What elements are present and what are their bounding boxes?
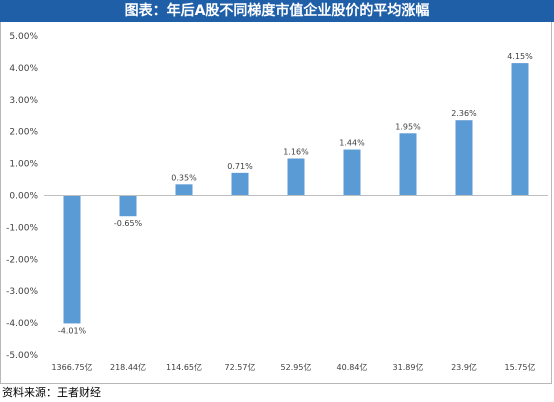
y-tick-label: -2.00%: [6, 255, 38, 265]
y-axis-labels: 5.00% 4.00% 3.00% 2.00% 1.00% 0.00% -1.00% -2.0…: [6, 32, 38, 361]
x-axis-labels: 1366.75亿 218.44亿 114.65亿 72.57亿 52.95亿 40.84亿…: [51, 362, 535, 372]
bar: [343, 149, 361, 196]
bar: [399, 133, 417, 196]
y-tick-label: 0.00%: [9, 192, 38, 202]
data-label: 0.35%: [171, 173, 197, 182]
data-label: 4.15%: [507, 52, 533, 61]
x-tick-label: 114.65亿: [166, 362, 202, 372]
bars: [63, 63, 529, 324]
x-tick-label: 1366.75亿: [51, 362, 92, 372]
bar: [287, 158, 305, 196]
x-tick-label: 72.57亿: [225, 362, 256, 372]
bar: [455, 120, 473, 196]
x-tick-label: 23.9亿: [451, 362, 477, 372]
source-note: 资料来源：王者财经: [2, 386, 101, 399]
y-tick-label: 2.00%: [9, 128, 38, 138]
bar: [231, 172, 249, 196]
y-tick-label: 1.00%: [9, 160, 38, 170]
bar-chart: 5.00% 4.00% 3.00% 2.00% 1.00% 0.00% -1.00% -2.0…: [6, 32, 548, 372]
data-label: 1.95%: [395, 122, 421, 131]
bar: [175, 184, 193, 196]
data-label: 1.44%: [339, 139, 365, 148]
value-labels: -4.01% -0.65% 0.35% 0.71% 1.16% 1.44% 1.95% 2.3…: [58, 52, 533, 335]
chart-frame: [0, 22, 552, 384]
bar: [119, 195, 137, 217]
data-label: 2.36%: [451, 109, 477, 118]
x-tick-label: 40.84亿: [337, 362, 368, 372]
y-tick-label: -1.00%: [6, 223, 38, 233]
y-tick-label: 4.00%: [9, 64, 38, 74]
y-tick-label: -3.00%: [6, 287, 38, 297]
data-label: 0.71%: [227, 162, 253, 171]
x-tick-label: 218.44亿: [110, 362, 146, 372]
x-tick-label: 52.95亿: [281, 362, 312, 372]
data-label: -0.65%: [114, 219, 143, 228]
bar: [511, 63, 529, 196]
x-tick-label: 31.89亿: [393, 362, 424, 372]
data-label: 1.16%: [283, 147, 309, 156]
y-tick-label: 3.00%: [9, 96, 38, 106]
x-tick-label: 15.75亿: [505, 362, 536, 372]
chart-title: 图表：年后A股不同梯度市值企业股价的平均涨幅: [0, 0, 554, 22]
data-label: -4.01%: [58, 326, 87, 335]
y-tick-label: -4.00%: [6, 319, 38, 329]
y-tick-label: 5.00%: [9, 32, 38, 42]
y-tick-label: -5.00%: [6, 351, 38, 361]
bar: [63, 195, 81, 324]
